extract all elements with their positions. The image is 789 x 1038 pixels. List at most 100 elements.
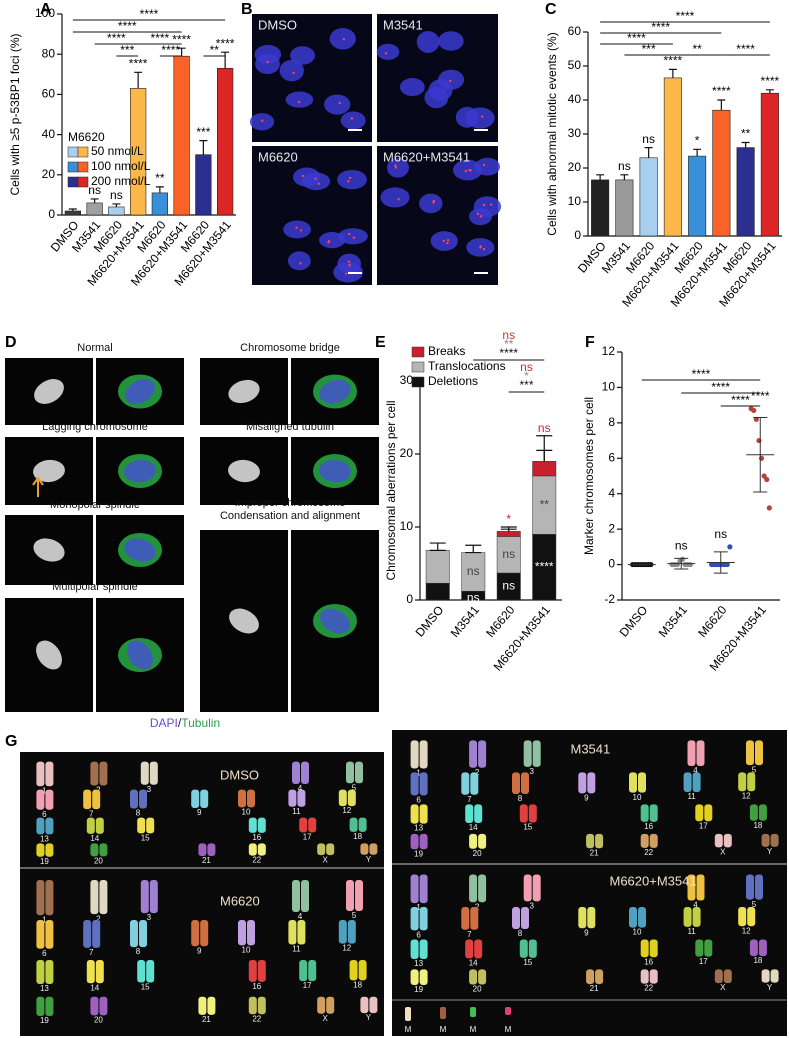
chromosome-label: 3 — [147, 785, 152, 794]
significance-label: ns — [88, 183, 101, 197]
cell-label: Lagging chromosome — [42, 421, 148, 433]
significance-label: ns — [642, 132, 655, 146]
chromosome — [696, 740, 705, 767]
focus — [299, 262, 302, 265]
chromatin — [124, 459, 156, 483]
sd-bar — [674, 557, 689, 570]
chromosome — [355, 761, 363, 784]
chromosome — [248, 843, 257, 856]
bar — [736, 147, 755, 237]
chromosome — [587, 907, 596, 929]
chromosome — [198, 843, 207, 856]
chromosome — [629, 772, 637, 793]
chromosome — [419, 833, 428, 850]
chromosome-label: Y — [366, 1013, 372, 1022]
chromosome — [586, 969, 595, 985]
error-bar — [693, 148, 702, 157]
chromosome-label: 10 — [633, 928, 642, 937]
chromosome-label: 4 — [693, 901, 698, 910]
chromosome — [469, 874, 478, 903]
chromosome-label: 5 — [352, 911, 357, 920]
significance-label: **** — [711, 380, 730, 394]
y-tick-label: 20 — [400, 446, 414, 460]
y-tick-label: 0 — [608, 557, 615, 571]
chromosome — [248, 960, 257, 982]
y-tick-label: 60 — [568, 24, 582, 38]
chromosome — [288, 789, 297, 807]
chromosome — [758, 939, 767, 957]
legend-swatch — [67, 176, 79, 188]
chromosome — [36, 996, 45, 1016]
nucleus — [255, 54, 280, 75]
chromosome-label: X — [323, 1014, 329, 1023]
error-bar — [717, 99, 726, 111]
focus — [352, 236, 356, 239]
arrow — [32, 476, 44, 497]
chromosome — [640, 804, 649, 822]
chromosome-label: 17 — [699, 957, 708, 966]
focus — [299, 229, 303, 232]
chromatin — [36, 640, 62, 670]
chromosome — [349, 960, 358, 981]
chromosome-label: 14 — [90, 983, 99, 992]
chromosome — [248, 996, 257, 1015]
chromosome — [317, 996, 326, 1014]
chromosome — [191, 789, 200, 808]
chromosome-label: 10 — [242, 807, 251, 816]
focus — [266, 60, 269, 64]
chromosome — [207, 996, 216, 1015]
chromosome-label: 7 — [467, 930, 472, 939]
data-point — [764, 476, 770, 483]
chromosome-label: 7 — [89, 809, 94, 818]
chromosome — [92, 920, 101, 948]
chromosome-label: X — [720, 847, 726, 856]
chromosome — [749, 804, 758, 821]
error-bar — [177, 47, 186, 57]
legend-swatch — [411, 376, 425, 388]
chromosome — [45, 880, 54, 916]
chromosome — [695, 939, 704, 957]
chromosome — [746, 740, 754, 766]
sd-bar — [753, 417, 768, 493]
bar — [639, 157, 658, 237]
chromosome-label: 19 — [414, 985, 423, 994]
significance-label: **** — [761, 74, 780, 88]
bar — [688, 155, 707, 237]
chromatin — [228, 459, 260, 483]
bar — [64, 210, 82, 216]
chromosome-label: Y — [767, 983, 773, 992]
chromosome-label: 1 — [42, 915, 47, 924]
chromosome — [346, 880, 354, 911]
chromosome — [137, 817, 146, 834]
nucleus — [465, 107, 495, 129]
chromatin — [320, 608, 350, 634]
chromosome-label: X — [720, 983, 726, 992]
x-tick-label: M6620 — [695, 603, 730, 640]
chromosome — [749, 939, 758, 957]
chromatin — [319, 459, 351, 483]
chromosome-label: 5 — [752, 765, 757, 774]
chromosome — [478, 740, 487, 768]
chromosome-label: 21 — [590, 848, 599, 857]
chromosome-label: 12 — [342, 806, 351, 815]
chromosome — [45, 817, 54, 835]
chromosome — [410, 939, 419, 959]
significance-label: **** — [627, 31, 646, 45]
chromosome-label: 17 — [303, 832, 312, 841]
chromosome — [45, 761, 54, 787]
chromosome-label: 18 — [353, 832, 362, 841]
legend-swatch — [67, 161, 79, 173]
chromosome — [257, 843, 266, 856]
chromosome — [469, 969, 478, 985]
focus — [432, 199, 436, 203]
error-bar — [465, 544, 482, 553]
significance-label: **** — [712, 84, 731, 98]
significance-label: **** — [172, 32, 191, 46]
error-bar — [90, 198, 99, 203]
bar — [760, 92, 779, 237]
chromosome-label: 20 — [94, 1016, 103, 1025]
chromosome — [747, 772, 756, 792]
chromosome — [257, 996, 266, 1015]
chromosome — [695, 804, 704, 822]
chromosome — [521, 772, 529, 795]
